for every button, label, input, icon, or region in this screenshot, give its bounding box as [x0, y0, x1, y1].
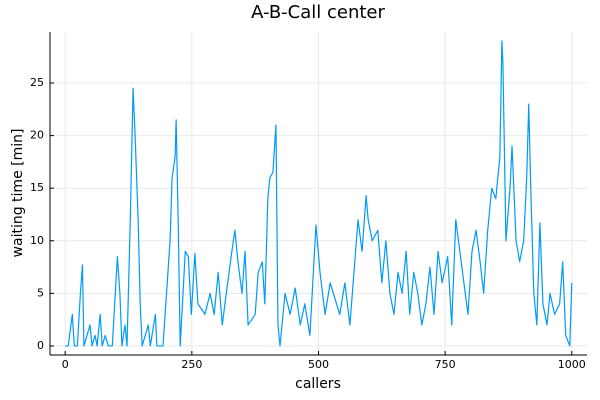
y-tick-label: 20: [30, 129, 44, 142]
data-line: [65, 40, 573, 347]
x-tick-label: 500: [308, 358, 329, 371]
y-tick-label: 15: [30, 181, 44, 194]
y-tick-label: 5: [37, 286, 44, 299]
y-tick-label: 25: [30, 76, 44, 89]
x-tick-label: 250: [181, 358, 202, 371]
x-tick-label: 1000: [558, 358, 586, 371]
x-tick-label: 0: [62, 358, 69, 371]
y-tick-label: 0: [37, 339, 44, 352]
y-tick-label: 10: [30, 234, 44, 247]
x-tick-label: 750: [435, 358, 456, 371]
chart-title: A-B-Call center: [251, 2, 385, 23]
y-axis-label: waiting time [min]: [10, 129, 26, 258]
x-axis-label: callers: [295, 376, 341, 392]
